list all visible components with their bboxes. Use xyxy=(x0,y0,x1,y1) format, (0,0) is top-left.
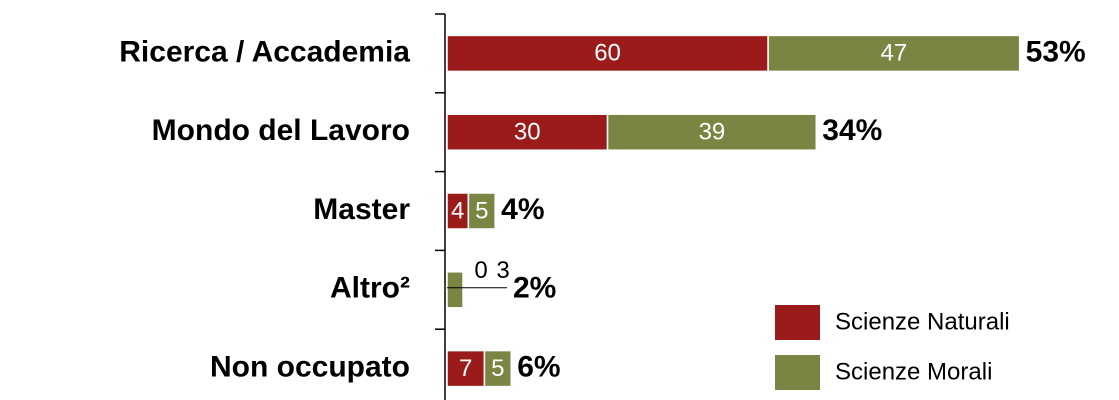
value-label: 3 xyxy=(496,257,509,284)
share-label: 34% xyxy=(822,114,882,147)
value-label: 47 xyxy=(881,40,908,67)
value-label: 39 xyxy=(699,119,726,146)
legend-label: Scienze Naturali xyxy=(835,308,1010,335)
legend-label: Scienze Morali xyxy=(835,358,992,385)
category-label: Altro² xyxy=(330,272,410,305)
bar-segment xyxy=(446,349,486,388)
value-label: 5 xyxy=(475,197,488,224)
value-label: 60 xyxy=(594,40,621,67)
category-label: Master xyxy=(313,193,410,226)
legend-swatch xyxy=(775,355,820,390)
bar-segment xyxy=(606,113,818,151)
legend-swatch xyxy=(775,305,820,340)
bar-segment xyxy=(446,271,464,309)
value-label: 30 xyxy=(514,119,541,146)
share-label: 2% xyxy=(513,272,556,305)
bar-segment xyxy=(483,349,512,388)
category-label: Non occupato xyxy=(210,351,410,384)
bar-segment xyxy=(767,34,1021,73)
share-label: 6% xyxy=(517,351,560,384)
category-label: Ricerca / Accademia xyxy=(119,35,410,68)
share-label: 53% xyxy=(1026,35,1086,68)
share-label: 4% xyxy=(501,193,544,226)
bar-segment xyxy=(467,192,496,230)
value-label: 0 xyxy=(474,257,487,284)
bar-segment xyxy=(446,34,769,73)
category-label: Mondo del Lavoro xyxy=(152,114,410,147)
value-label: 4 xyxy=(451,197,464,224)
value-label: 5 xyxy=(491,355,504,382)
value-label: 7 xyxy=(459,355,472,382)
